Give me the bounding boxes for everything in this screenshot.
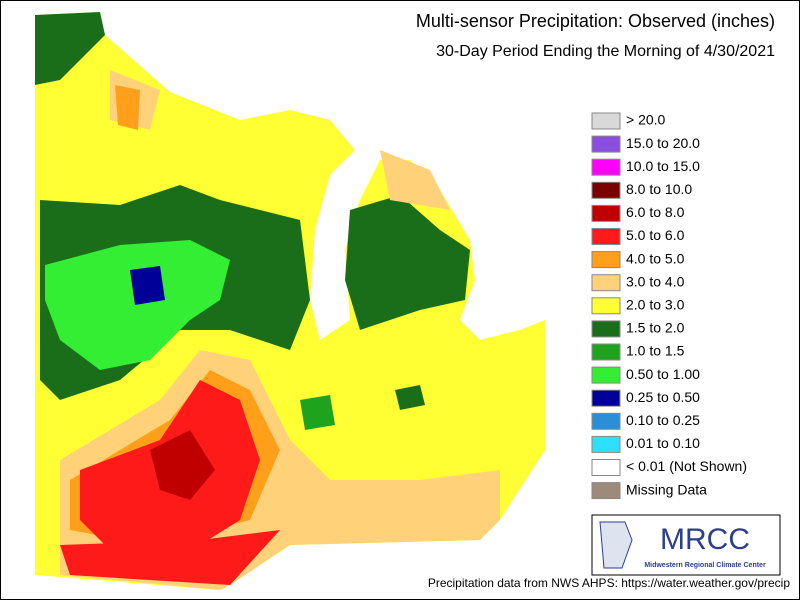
- legend-label: 6.0 to 8.0: [626, 204, 685, 220]
- legend-label: 8.0 to 10.0: [626, 181, 692, 197]
- logo: MRCC Midwestern Regional Climate Center: [591, 514, 781, 576]
- legend-label: 0.10 to 0.25: [626, 412, 700, 428]
- legend-label: 1.0 to 1.5: [626, 343, 685, 359]
- subtitle: 30-Day Period Ending the Morning of 4/30…: [436, 43, 775, 60]
- legend-swatch: [591, 297, 621, 315]
- logo-name: MRCC: [660, 523, 750, 556]
- logo-caption: Midwestern Regional Climate Center: [644, 562, 766, 569]
- legend-swatch: [591, 112, 621, 130]
- legend-label: 2.0 to 3.0: [626, 297, 685, 313]
- legend-swatch: [591, 343, 621, 361]
- legend-label: 0.01 to 0.10: [626, 435, 700, 451]
- legend: > 20.0 15.0 to 20.0 10.0 to 15.0 8.0 to 10.…: [591, 112, 747, 500]
- legend-swatch: [591, 181, 621, 199]
- footer: Precipitation data from NWS AHPS: https:…: [428, 576, 790, 590]
- legend-swatch: [591, 366, 621, 384]
- legend-label: 4.0 to 5.0: [626, 250, 685, 266]
- legend-label: 10.0 to 15.0: [626, 158, 700, 174]
- legend-swatch: [591, 435, 621, 453]
- legend-swatch: [591, 459, 621, 476]
- legend-swatch: [591, 251, 621, 269]
- legend-swatch: [591, 389, 621, 407]
- map-regions: [35, 12, 545, 590]
- legend-label: 1.5 to 2.0: [626, 320, 685, 336]
- legend-label: > 20.0: [626, 112, 666, 128]
- legend-swatch: [591, 204, 621, 222]
- legend-swatch: [591, 158, 621, 176]
- legend-swatch: [591, 274, 621, 292]
- legend-swatch: [591, 135, 621, 153]
- legend-label: < 0.01 (Not Shown): [626, 458, 747, 474]
- legend-label: Missing Data: [626, 481, 707, 497]
- title: Multi-sensor Precipitation: Observed (in…: [416, 11, 775, 31]
- logo-map: [599, 521, 633, 569]
- legend-label: 5.0 to 6.0: [626, 227, 685, 243]
- legend-swatch: [591, 412, 621, 430]
- legend-label: 3.0 to 4.0: [626, 273, 685, 289]
- legend-label: 0.25 to 0.50: [626, 389, 700, 405]
- legend-swatch: [591, 320, 621, 338]
- legend-swatch: [591, 228, 621, 245]
- legend-label: 0.50 to 1.00: [626, 366, 700, 382]
- legend-label: 15.0 to 20.0: [626, 135, 700, 151]
- legend-swatch: [591, 482, 621, 500]
